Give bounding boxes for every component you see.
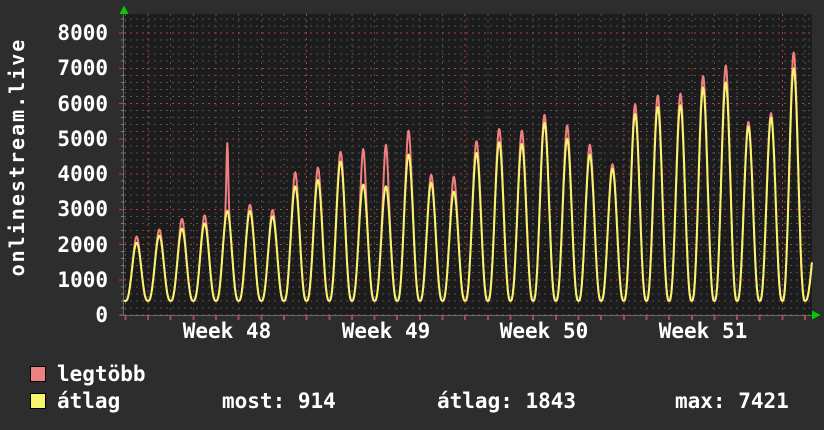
y-axis-tick-label: 7000 (57, 56, 108, 80)
legend-swatch-legtobb (30, 366, 46, 382)
legend-label-atlag: átlag (57, 389, 121, 413)
y-axis-ticks (119, 18, 124, 316)
x-axis-arrow-icon (812, 310, 821, 320)
axes (120, 14, 812, 316)
legend-row-legtobb: legtöbb (0, 362, 824, 386)
series-atlag-line (123, 67, 813, 302)
y-axis-tick-label: 5000 (57, 127, 108, 151)
legend-row-atlag: átlag most: 914 átlag: 1843 max: 7421 (0, 389, 824, 413)
y-axis-tick-label: 8000 (57, 21, 108, 45)
y-axis-tick-label: 2000 (57, 233, 108, 257)
y-axis-tick-label: 3000 (57, 197, 108, 221)
stat-max: max: 7421 (675, 389, 789, 413)
x-axis-week-label: Week 48 (182, 319, 272, 343)
chart-canvas (119, 5, 821, 320)
y-axis-tick-label: 0 (95, 303, 108, 327)
legend-swatch-atlag (30, 393, 46, 409)
x-axis-week-label: Week 51 (658, 319, 748, 343)
stat-most: most: 914 (222, 389, 336, 413)
x-axis-week-label: Week 50 (499, 319, 589, 343)
x-axis-ticks (124, 316, 807, 320)
grid-minor (124, 14, 812, 315)
legend-label-legtobb: legtöbb (57, 362, 146, 386)
y-axis-tick-label: 4000 (57, 162, 108, 186)
y-axis-tick-label: 6000 (57, 92, 108, 116)
x-axis-week-label: Week 49 (341, 319, 431, 343)
y-axis-tick-label: 1000 (57, 268, 108, 292)
y-axis-arrow-icon (119, 5, 129, 14)
stat-atlag: átlag: 1843 (437, 389, 577, 413)
